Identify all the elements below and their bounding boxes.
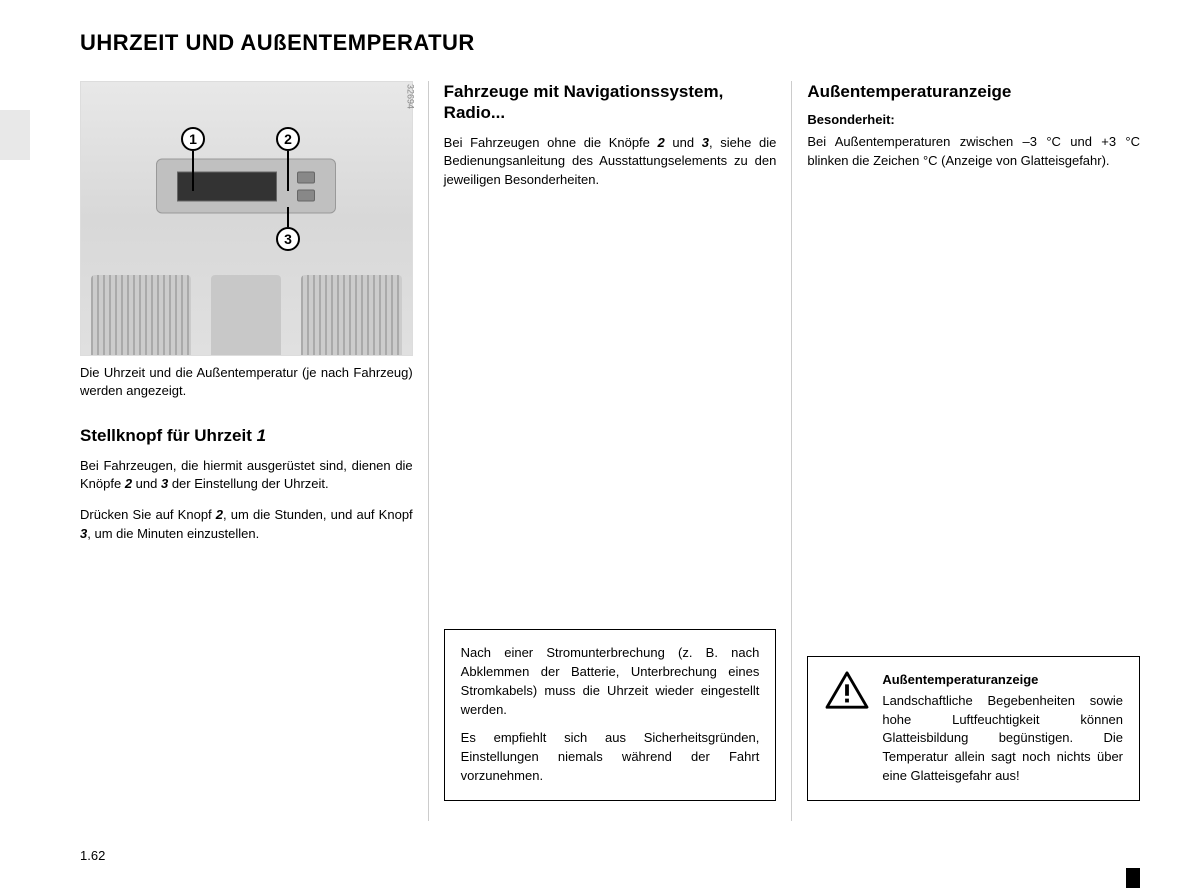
callout-2: 2	[276, 127, 300, 151]
col3-para-1: Bei Außentemperaturen zwischen –3 °C und…	[807, 133, 1140, 171]
t: Drücken Sie auf Knopf	[80, 507, 216, 522]
col3-smallhead: Besonderheit:	[807, 112, 1140, 127]
n: 2	[125, 476, 132, 491]
warning-title: Außentemperaturanzeige	[882, 671, 1123, 690]
vent-right	[301, 275, 401, 355]
t: , um die Minuten einzustel­len.	[87, 526, 259, 541]
col2-para-1: Bei Fahrzeugen ohne die Knöpfe 2 und 3, …	[444, 134, 777, 191]
callout-3: 3	[276, 227, 300, 251]
t: , um die Stunden, und auf Knopf	[223, 507, 413, 522]
air-vents	[81, 275, 412, 355]
note-para-2: Es empfiehlt sich aus Sicherheitsgrün­de…	[461, 729, 760, 786]
note-para-1: Nach einer Stromunterbrechung (z. B. nac…	[461, 644, 760, 719]
dashboard-figure: 32694 1 2 3	[80, 81, 413, 356]
page-number: 1.62	[80, 848, 105, 863]
side-tab-marker	[0, 110, 30, 160]
button-3	[297, 189, 315, 201]
vent-center	[211, 275, 281, 355]
callout-1: 1	[181, 127, 205, 151]
col2-subhead: Fahrzeuge mit Navigationssystem, Radio..…	[444, 81, 777, 124]
n: 2	[216, 507, 223, 522]
t: und	[665, 135, 702, 150]
warning-text: Landschaftliche Begebenhei­ten sowie hoh…	[882, 693, 1123, 783]
warning-icon	[824, 671, 870, 711]
display-unit	[156, 158, 336, 213]
subhead-num: 1	[257, 426, 266, 445]
callout-line-2	[287, 151, 289, 191]
figure-caption: Die Uhrzeit und die Außentemperatur (je …	[80, 364, 413, 400]
vent-left	[91, 275, 191, 355]
t: der Ein­stellung der Uhrzeit.	[168, 476, 328, 491]
callout-line-3	[287, 207, 289, 227]
footer-mark	[1126, 868, 1140, 888]
t: Bei Fahrzeugen ohne die Knöpfe	[444, 135, 658, 150]
button-2	[297, 171, 315, 183]
column-2: Fahrzeuge mit Navigationssystem, Radio..…	[429, 81, 792, 851]
callout-line-1	[192, 151, 194, 191]
col1-subhead: Stellknopf für Uhrzeit 1	[80, 425, 413, 446]
column-3: Außentemperaturanzeige Besonderheit: Bei…	[792, 81, 1140, 851]
subhead-text: Stellknopf für Uhrzeit	[80, 426, 257, 445]
col1-para-2: Drücken Sie auf Knopf 2, um die Stunden,…	[80, 506, 413, 544]
note-box: Nach einer Stromunterbrechung (z. B. nac…	[444, 629, 777, 801]
col3-subhead: Außentemperaturanzeige	[807, 81, 1140, 102]
warning-box: Außentemperaturanzeige Landschaftliche B…	[807, 656, 1140, 801]
column-1: 32694 1 2 3 Die Uhrzeit und die A	[80, 81, 428, 851]
t: und	[132, 476, 161, 491]
figure-id: 32694	[406, 84, 416, 109]
page-title: UHRZEIT UND AUßENTEMPERATUR	[80, 30, 1140, 56]
col1-para-1: Bei Fahrzeugen, die hiermit ausgerüs­tet…	[80, 457, 413, 495]
n: 3	[702, 135, 709, 150]
n: 2	[658, 135, 665, 150]
content-columns: 32694 1 2 3 Die Uhrzeit und die A	[80, 81, 1140, 851]
